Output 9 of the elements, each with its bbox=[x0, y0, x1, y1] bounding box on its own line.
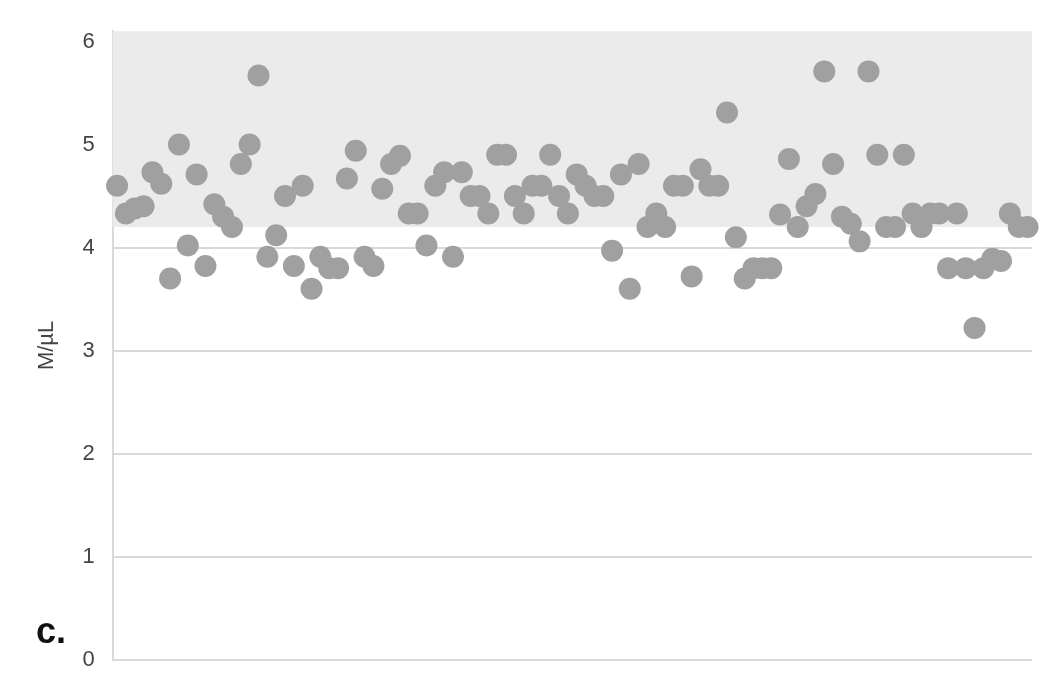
y-tick-label: 4 bbox=[82, 233, 95, 259]
y-tick-label: 1 bbox=[82, 542, 95, 568]
y-axis-title: M/µL bbox=[33, 320, 59, 371]
y-tick-label: 3 bbox=[82, 336, 95, 362]
y-tick-label: 2 bbox=[82, 439, 95, 465]
y-tick-label: 0 bbox=[82, 645, 95, 671]
y-tick-label: 5 bbox=[82, 130, 95, 156]
text: c. bbox=[36, 610, 67, 652]
y-tick-label: 6 bbox=[82, 27, 95, 53]
